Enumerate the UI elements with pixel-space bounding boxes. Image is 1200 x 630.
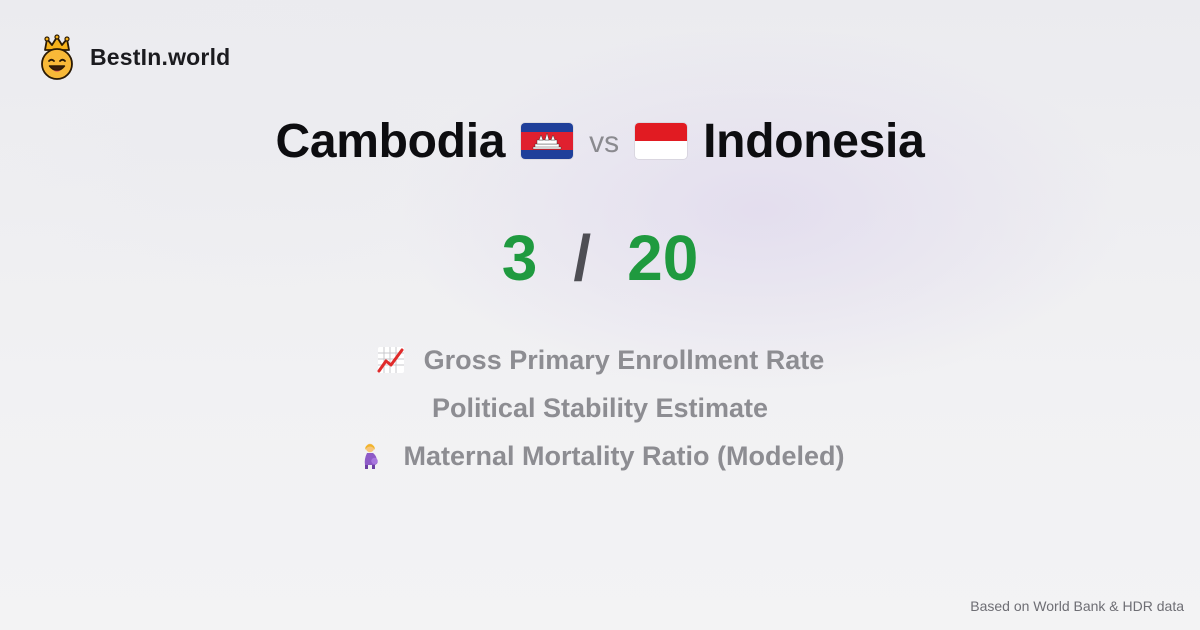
cambodia-flag-icon — [521, 123, 574, 159]
score-a: 3 — [501, 222, 538, 294]
score-display: 3 / 20 — [0, 218, 1200, 298]
metric-label: Gross Primary Enrollment Rate — [423, 344, 825, 375]
country-b-name: Indonesia — [703, 114, 925, 168]
metrics-list: Gross Primary Enrollment Rate Political … — [0, 336, 1200, 480]
score-separator: / — [573, 222, 592, 294]
comparison-title: Cambodia vs Indonesia — [0, 108, 1200, 174]
pregnant-woman-icon — [365, 443, 379, 469]
data-source-note: Based on World Bank & HDR data — [970, 598, 1184, 614]
metric-label: Maternal Mortality Ratio (Modeled) — [403, 440, 845, 471]
crowned-smiley-icon — [41, 34, 73, 80]
metric-label: Political Stability Estimate — [431, 392, 769, 423]
score-b: 20 — [627, 222, 699, 294]
indonesia-flag-icon — [635, 123, 688, 159]
brand-name: BestIn.world — [90, 43, 231, 70]
country-a-name: Cambodia — [275, 114, 506, 168]
brand-logo[interactable]: BestIn.world — [38, 34, 230, 80]
metric-item: Gross Primary Enrollment Rate — [0, 336, 1200, 384]
metric-item: Political Stability Estimate — [0, 384, 1200, 432]
vs-separator: vs — [589, 126, 620, 159]
metric-item: Maternal Mortality Ratio (Modeled) — [0, 432, 1200, 480]
chart-increasing-icon — [377, 347, 404, 373]
